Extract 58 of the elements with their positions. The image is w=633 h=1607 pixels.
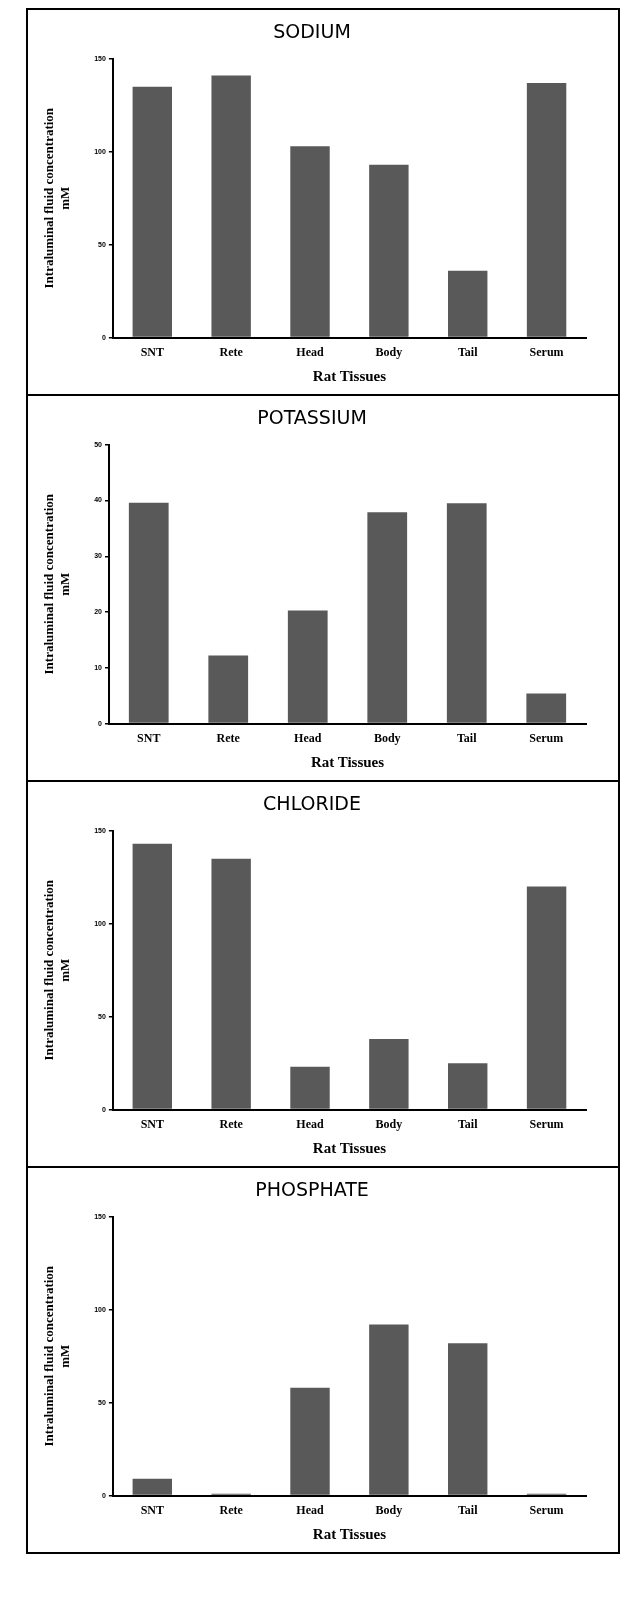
x-tick-label: Serum [529,730,564,745]
x-tick-label: Tail [456,730,478,745]
bar [446,503,487,723]
bar [208,655,249,723]
x-axis-title: Rat Tissues [312,1525,387,1542]
y-axis-title: Intraluminal fluid concentration mM [41,879,72,1061]
bar [132,86,173,337]
x-tick-label: Rete [219,1502,244,1517]
x-tick-label: Head [296,1116,324,1131]
x-tick-label: Rete [219,344,244,359]
bar [287,610,328,723]
bar [526,886,567,1109]
bar [448,1063,488,1109]
bar [369,1038,409,1109]
x-tick-label: Head [296,344,324,359]
x-tick-label: Head [294,730,322,745]
x-tick-label: SNT [140,1116,164,1131]
bar [211,75,251,337]
y-axis-title: Intraluminal fluid concentration mM [41,107,72,289]
chart-title: SODIUM [273,20,351,43]
bar [448,270,488,337]
y-axis-title: Intraluminal fluid concentration mM [41,1265,72,1447]
bar [290,1066,330,1109]
chart-title: CHLORIDE [263,792,361,815]
bar [211,858,251,1109]
x-tick-label: Rete [219,1116,244,1131]
x-tick-label: Serum [529,1502,564,1517]
x-axis-title: Rat Tissues [312,1139,387,1156]
x-tick-label: Body [375,344,403,359]
x-axis-title: Rat Tissues [312,367,387,384]
x-tick-label: Body [375,1116,403,1131]
bar [290,146,330,337]
bar [369,1324,409,1495]
bar [367,512,408,723]
x-tick-label: Tail [457,1116,479,1131]
chart-title: PHOSPHATE [255,1178,369,1201]
bar [448,1343,488,1495]
bar [132,843,173,1109]
x-tick-label: Tail [457,1502,479,1517]
bar [290,1387,330,1495]
bar [526,82,567,337]
y-axis-title: Intraluminal fluid concentration mM [41,493,72,675]
x-tick-label: SNT [140,344,164,359]
x-tick-label: Serum [529,1116,564,1131]
bar [369,164,409,337]
x-tick-label: SNT [140,1502,164,1517]
x-tick-label: Rete [216,730,241,745]
x-tick-label: Body [373,730,401,745]
bar [526,693,567,723]
x-tick-label: Body [375,1502,403,1517]
chart-title: POTASSIUM [257,406,367,429]
bar [132,1478,173,1495]
x-tick-label: Tail [457,344,479,359]
bar [128,502,169,723]
x-tick-label: Head [296,1502,324,1517]
x-axis-title: Rat Tissues [310,753,385,770]
x-tick-label: Serum [529,344,564,359]
x-tick-label: SNT [137,730,161,745]
